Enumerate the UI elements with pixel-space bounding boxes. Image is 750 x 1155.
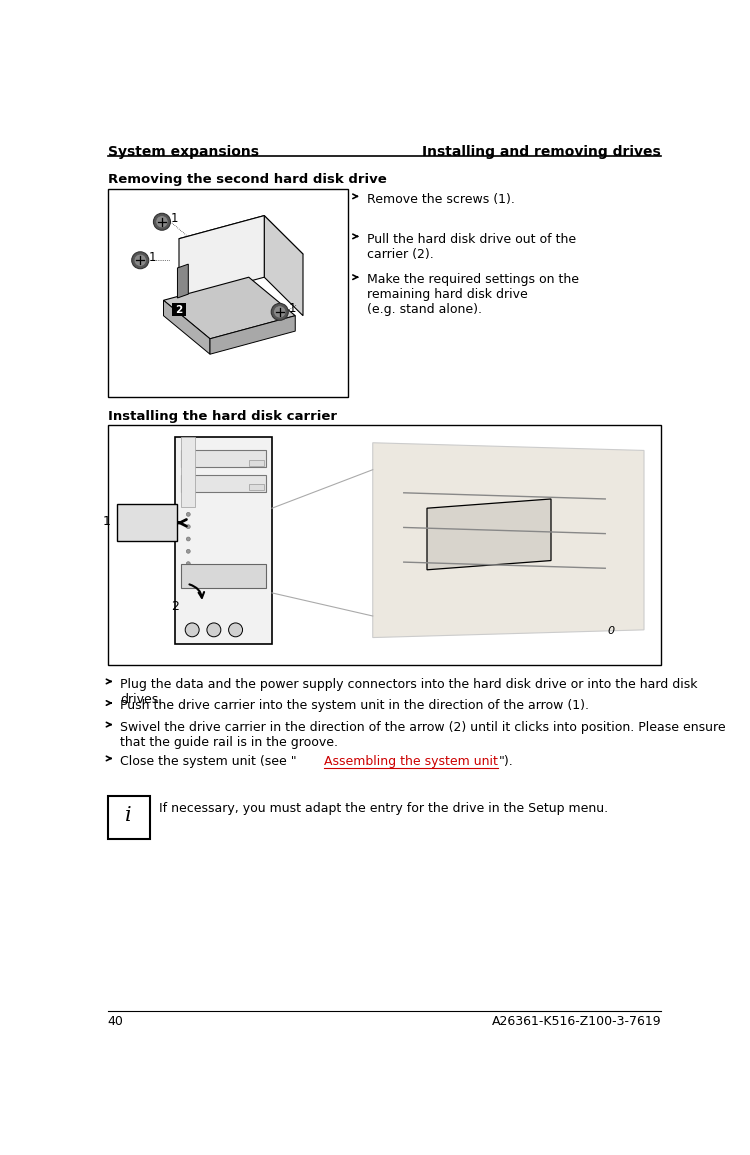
Text: Removing the second hard disk drive: Removing the second hard disk drive: [108, 173, 386, 186]
Circle shape: [186, 513, 190, 516]
Circle shape: [154, 214, 170, 230]
Bar: [182, 565, 266, 588]
Text: Swivel the drive carrier in the direction of the arrow (2) until it clicks into : Swivel the drive carrier in the directio…: [120, 721, 726, 748]
Text: 0: 0: [608, 626, 615, 636]
Circle shape: [132, 252, 148, 269]
Bar: [249, 484, 264, 491]
Bar: [175, 438, 272, 643]
Text: 2: 2: [171, 601, 179, 613]
Polygon shape: [179, 216, 264, 300]
Bar: [182, 475, 266, 492]
Text: 1: 1: [170, 213, 178, 225]
Polygon shape: [373, 442, 644, 638]
Text: 1: 1: [103, 515, 111, 528]
Text: i: i: [125, 806, 132, 826]
Text: Installing and removing drives: Installing and removing drives: [422, 144, 661, 158]
Circle shape: [134, 254, 146, 267]
Text: Push the drive carrier into the system unit in the direction of the arrow (1).: Push the drive carrier into the system u…: [120, 699, 589, 713]
Polygon shape: [179, 216, 303, 277]
Circle shape: [156, 216, 168, 228]
Bar: [108, 796, 150, 839]
Text: Plug the data and the power supply connectors into the hard disk drive or into t: Plug the data and the power supply conne…: [120, 678, 698, 706]
Text: ").: ").: [500, 754, 514, 768]
Text: 1: 1: [289, 303, 296, 315]
Circle shape: [229, 623, 242, 636]
Text: A26361-K516-Z100-3-7619: A26361-K516-Z100-3-7619: [491, 1015, 661, 1028]
Circle shape: [274, 306, 286, 318]
Circle shape: [186, 537, 190, 541]
Circle shape: [185, 623, 200, 636]
Text: System expansions: System expansions: [108, 144, 259, 158]
Bar: [182, 450, 266, 468]
Polygon shape: [164, 277, 296, 338]
Text: 2: 2: [176, 305, 183, 314]
Polygon shape: [427, 499, 551, 569]
Circle shape: [186, 561, 190, 566]
Text: 1: 1: [149, 251, 157, 263]
Text: Remove the screws (1).: Remove the screws (1).: [367, 193, 514, 206]
Text: Installing the hard disk carrier: Installing the hard disk carrier: [108, 410, 337, 423]
Polygon shape: [210, 315, 296, 355]
Bar: [249, 460, 264, 465]
Circle shape: [207, 623, 220, 636]
Bar: [108, 425, 661, 665]
Bar: [172, 303, 186, 316]
Polygon shape: [164, 300, 210, 355]
Bar: [108, 188, 348, 396]
Text: Assembling the system unit: Assembling the system unit: [324, 754, 497, 768]
Text: Close the system unit (see ": Close the system unit (see ": [120, 754, 297, 768]
Bar: [182, 438, 195, 507]
Text: If necessary, you must adapt the entry for the drive in the Setup menu.: If necessary, you must adapt the entry f…: [159, 803, 608, 815]
Text: Make the required settings on the
remaining hard disk drive
(e.g. stand alone).: Make the required settings on the remain…: [367, 274, 578, 316]
Circle shape: [186, 550, 190, 553]
Text: Pull the hard disk drive out of the
carrier (2).: Pull the hard disk drive out of the carr…: [367, 232, 576, 261]
Polygon shape: [117, 505, 178, 542]
Circle shape: [272, 304, 288, 320]
Text: 40: 40: [108, 1015, 124, 1028]
Circle shape: [186, 524, 190, 529]
Polygon shape: [264, 216, 303, 315]
Polygon shape: [178, 264, 188, 298]
